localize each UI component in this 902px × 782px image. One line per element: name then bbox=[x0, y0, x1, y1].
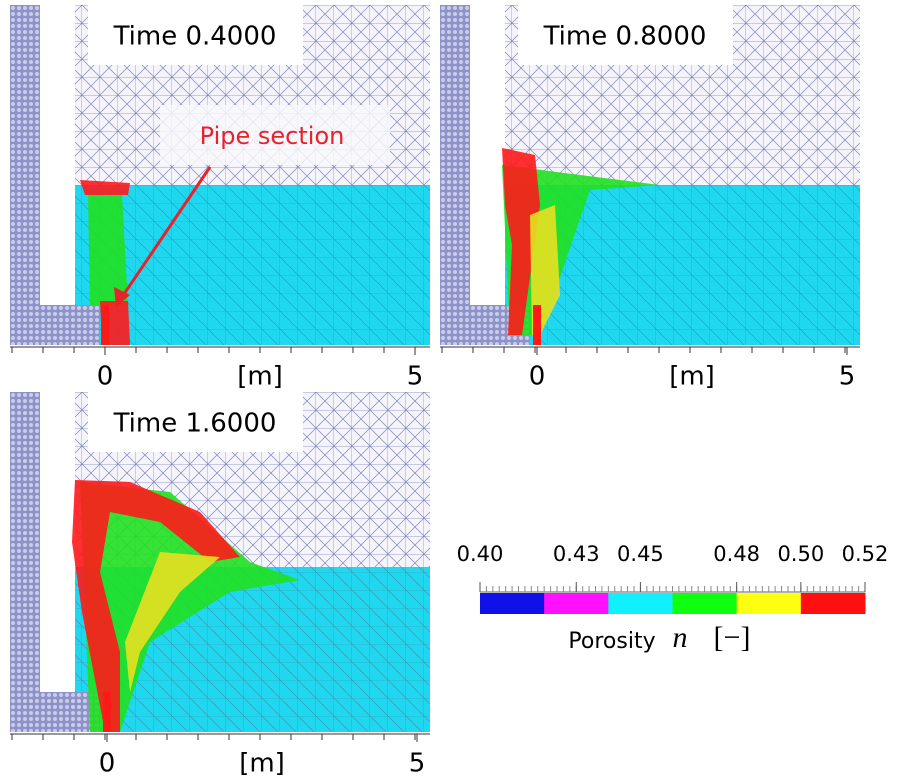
wall bbox=[10, 5, 40, 345]
pipe bbox=[103, 692, 111, 732]
water bbox=[75, 185, 430, 345]
panel-title: Time 1.6000 bbox=[113, 409, 277, 439]
x-tick-label: 5 bbox=[409, 749, 426, 779]
pipe bbox=[101, 305, 109, 345]
wall-gap bbox=[40, 392, 75, 692]
soil-front bbox=[88, 195, 128, 305]
panel-title: Time 0.4000 bbox=[113, 22, 277, 52]
floor bbox=[40, 305, 100, 345]
wall-gap bbox=[40, 5, 75, 305]
colorbar-swatch bbox=[608, 593, 673, 614]
colorbar-tick-label: 0.45 bbox=[617, 542, 664, 566]
title-box bbox=[88, 392, 303, 452]
colorbar-tick-label: 0.43 bbox=[553, 542, 600, 566]
soil-front bbox=[72, 480, 240, 732]
pipe bbox=[533, 305, 541, 345]
x-label: [m] bbox=[669, 362, 715, 392]
soil-front bbox=[502, 148, 540, 335]
x-label: [m] bbox=[239, 749, 285, 779]
x-tick-label: 0 bbox=[99, 749, 116, 779]
colorbar-swatch bbox=[736, 593, 802, 614]
arrow-head bbox=[114, 287, 130, 307]
colorbar-tick-label: 0.48 bbox=[713, 542, 760, 566]
colorbar-symbol: n bbox=[673, 621, 688, 654]
colorbar-tick-label: 0.52 bbox=[842, 542, 889, 566]
colorbar-swatch bbox=[480, 593, 545, 614]
soil-front bbox=[125, 552, 220, 692]
soil-front bbox=[80, 180, 130, 195]
panel: Time 0.8000 bbox=[440, 5, 860, 345]
colorbar-swatch bbox=[800, 593, 866, 614]
x-tick-label: 0 bbox=[97, 362, 114, 392]
wall bbox=[440, 5, 470, 345]
annotation-arrow bbox=[120, 166, 212, 298]
wall-gap bbox=[470, 5, 505, 305]
colorbar-label: Porosity bbox=[568, 629, 655, 654]
title-box bbox=[518, 5, 733, 65]
x-label: [m] bbox=[237, 362, 283, 392]
colorbar-tick-label: 0.50 bbox=[777, 542, 824, 566]
colorbar-swatch bbox=[672, 593, 738, 614]
x-tick-label: 5 bbox=[839, 362, 856, 392]
annotation: Pipe section bbox=[200, 122, 345, 150]
panel: Time 1.6000 bbox=[10, 392, 430, 732]
colorbar-tick-label: 0.40 bbox=[457, 542, 504, 566]
annotation-box bbox=[160, 105, 390, 165]
title-box bbox=[88, 5, 303, 65]
panel-title: Time 0.8000 bbox=[543, 22, 707, 52]
panel: Time 0.4000 Pipe section bbox=[10, 5, 430, 345]
x-tick-label: 5 bbox=[407, 362, 424, 392]
x-tick-label: 0 bbox=[529, 362, 546, 392]
soil-front bbox=[530, 205, 560, 335]
colorbar-swatch bbox=[544, 593, 609, 614]
wall bbox=[10, 392, 40, 732]
colorbar-unit: [−] bbox=[714, 621, 751, 654]
